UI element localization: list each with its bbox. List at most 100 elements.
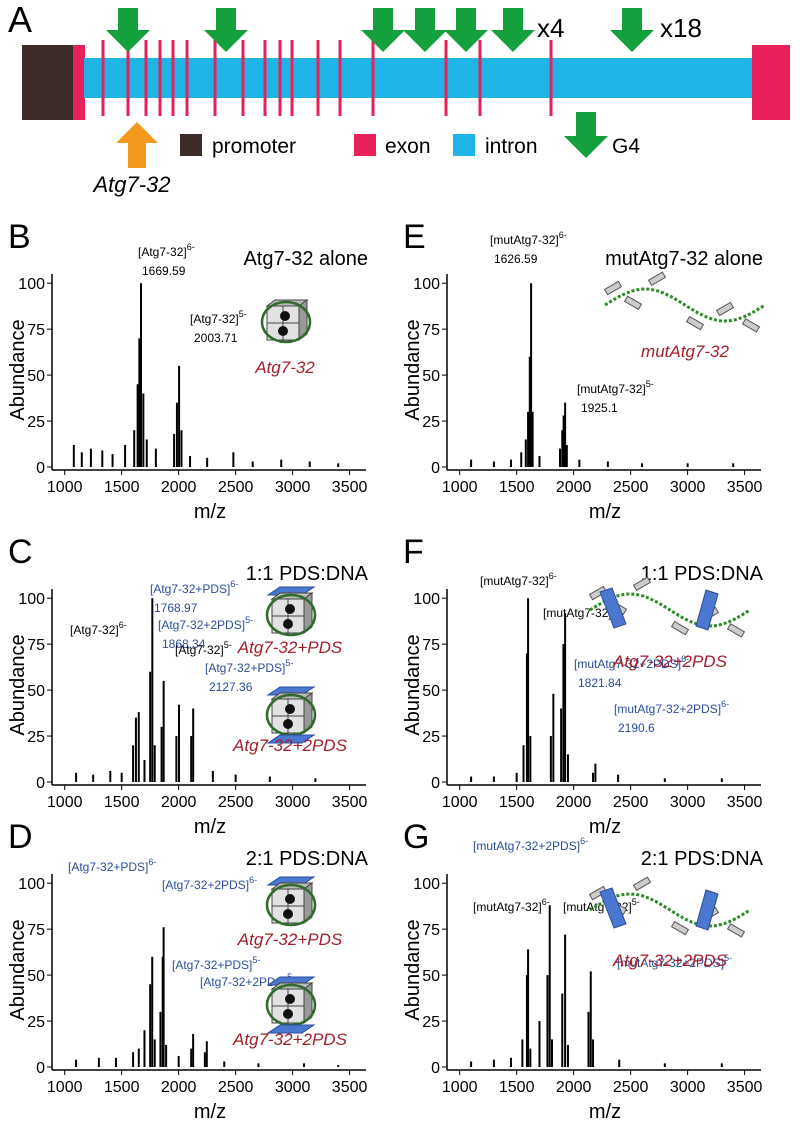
- base: [670, 620, 690, 636]
- x-tick-label: 1500: [104, 1079, 140, 1096]
- annotation: [mutAtg7-32]6-: [473, 897, 550, 914]
- x-tick-label: 1500: [104, 794, 140, 811]
- inset-label: Atg7-32+2PDS: [232, 736, 348, 755]
- g4-arrows: [106, 8, 654, 52]
- x-tick-label: 1500: [104, 479, 140, 496]
- annotation-charge: 5-: [646, 379, 654, 389]
- y-axis-label: Abundance: [7, 319, 29, 420]
- cation: [278, 326, 288, 336]
- annotation: [Atg7-32+PDS]6-: [150, 579, 238, 596]
- y-tick-label: 75: [27, 637, 45, 654]
- y-tick-label: 25: [422, 414, 440, 431]
- y-tick-label: 100: [18, 276, 45, 293]
- panel-letter: D: [8, 818, 33, 856]
- x-tick-label: 3000: [275, 794, 311, 811]
- g4-icon: [265, 876, 317, 927]
- inset-label: Atg7-32+PDS: [237, 930, 343, 949]
- multiplier: x4: [537, 13, 564, 43]
- exon-line: [549, 40, 553, 116]
- annotation-label: [mutAtg7-32]: [577, 382, 646, 396]
- annotation-label: [mutAtg7-32]: [480, 574, 549, 588]
- annotation-mz: 1669.59: [142, 264, 186, 278]
- annotation-charge: 5-: [239, 309, 247, 319]
- x-tick-label: 1000: [47, 794, 83, 811]
- annotation-label: [Atg7-32]: [175, 643, 224, 657]
- annotation: [Atg7-32+2PDS]6-: [162, 875, 257, 892]
- x-tick-label: 2000: [161, 1079, 197, 1096]
- inset-label: Atg7-32+PDS: [237, 638, 343, 657]
- annotation: [Atg7-32+2PDS]5-: [158, 615, 253, 632]
- x-axis-label: m/z: [194, 816, 226, 838]
- annotation-label: [Atg7-32+PDS]: [205, 661, 285, 675]
- y-axis-label: Abundance: [402, 319, 424, 420]
- exon-line: [144, 40, 148, 116]
- annotation-label: [mutAtg7-32]: [473, 900, 542, 914]
- y-tick-label: 0: [431, 1060, 440, 1077]
- inset-label: Atg7-32+2PDS: [232, 1030, 348, 1049]
- inset-label: Atg7-32+2PDS: [612, 652, 728, 671]
- annotation-mz: 2003.71: [194, 331, 238, 345]
- exon-line: [263, 40, 267, 116]
- annotation: [mutAtg7-32]6-: [490, 230, 567, 247]
- exon-line: [126, 40, 130, 116]
- pds-slab: [266, 1024, 316, 1034]
- legend-swatch: [354, 134, 376, 156]
- g4-arrow: [444, 8, 488, 52]
- legend-label: exon: [385, 135, 431, 158]
- base: [647, 271, 667, 287]
- x-tick-label: 2000: [161, 479, 197, 496]
- y-tick-label: 100: [18, 591, 45, 608]
- y-tick-label: 0: [36, 460, 45, 477]
- pds-slab: [599, 587, 627, 629]
- y-tick-label: 75: [422, 922, 440, 939]
- y-tick-label: 0: [36, 775, 45, 792]
- strand-icon: [603, 271, 766, 333]
- legend-label: promoter: [212, 135, 296, 158]
- legend-swatch: [453, 134, 475, 156]
- x-tick-label: 3500: [332, 479, 368, 496]
- chart-title: 1:1 PDS:DNA: [246, 563, 369, 585]
- exon-line: [241, 40, 245, 116]
- annotation: [mutAtg7-32+2PDS]5-: [617, 953, 732, 970]
- annotation: [Atg7-32]6-: [138, 242, 195, 259]
- strand: [604, 287, 766, 323]
- base: [632, 576, 652, 592]
- annotation-charge: 5-: [252, 955, 260, 965]
- annotation-label: [mutAtg7-32+2PDS]: [574, 657, 681, 671]
- annotation-charge: 6-: [542, 897, 550, 907]
- annotation-charge: 6-: [721, 699, 729, 709]
- exon-line: [290, 40, 294, 116]
- pds-slab: [599, 887, 627, 929]
- x-tick-label: 3000: [275, 479, 311, 496]
- annotation: [mutAtg7-32+2PDS]6-: [574, 654, 689, 671]
- y-tick-label: 50: [27, 968, 45, 985]
- g4-icon: [260, 299, 312, 344]
- panel-letter: G: [403, 818, 429, 856]
- loop: [260, 300, 312, 344]
- annotation-charge: 5-: [245, 615, 253, 625]
- annotation-mz: 2127.36: [209, 680, 253, 694]
- probe-arrow: [116, 122, 158, 168]
- x-tick-label: 3000: [670, 794, 706, 811]
- cation: [285, 894, 295, 904]
- x-tick-label: 1000: [442, 1079, 478, 1096]
- x-tick-label: 1000: [47, 1079, 83, 1096]
- y-tick-label: 50: [422, 368, 440, 385]
- exon-line: [171, 40, 175, 116]
- annotation: [Atg7-32]5-: [175, 640, 232, 657]
- pds-slab: [266, 734, 316, 744]
- pds-slab: [695, 889, 719, 931]
- x-tick-label: 2500: [218, 794, 254, 811]
- cation: [280, 311, 290, 321]
- annotation-label: [mutAtg7-32+2PDS]: [473, 839, 580, 853]
- inset-label: Atg7-32: [254, 358, 315, 377]
- base: [741, 318, 761, 333]
- x-tick-label: 2500: [613, 794, 649, 811]
- g4-arrow: [361, 8, 405, 52]
- y-tick-label: 100: [413, 276, 440, 293]
- x-axis-label: m/z: [589, 816, 621, 838]
- y-axis-label: Abundance: [402, 919, 424, 1020]
- legend-label: intron: [485, 135, 538, 158]
- annotation-mz: 1868.34: [162, 637, 206, 651]
- x-tick-label: 1500: [499, 1079, 535, 1096]
